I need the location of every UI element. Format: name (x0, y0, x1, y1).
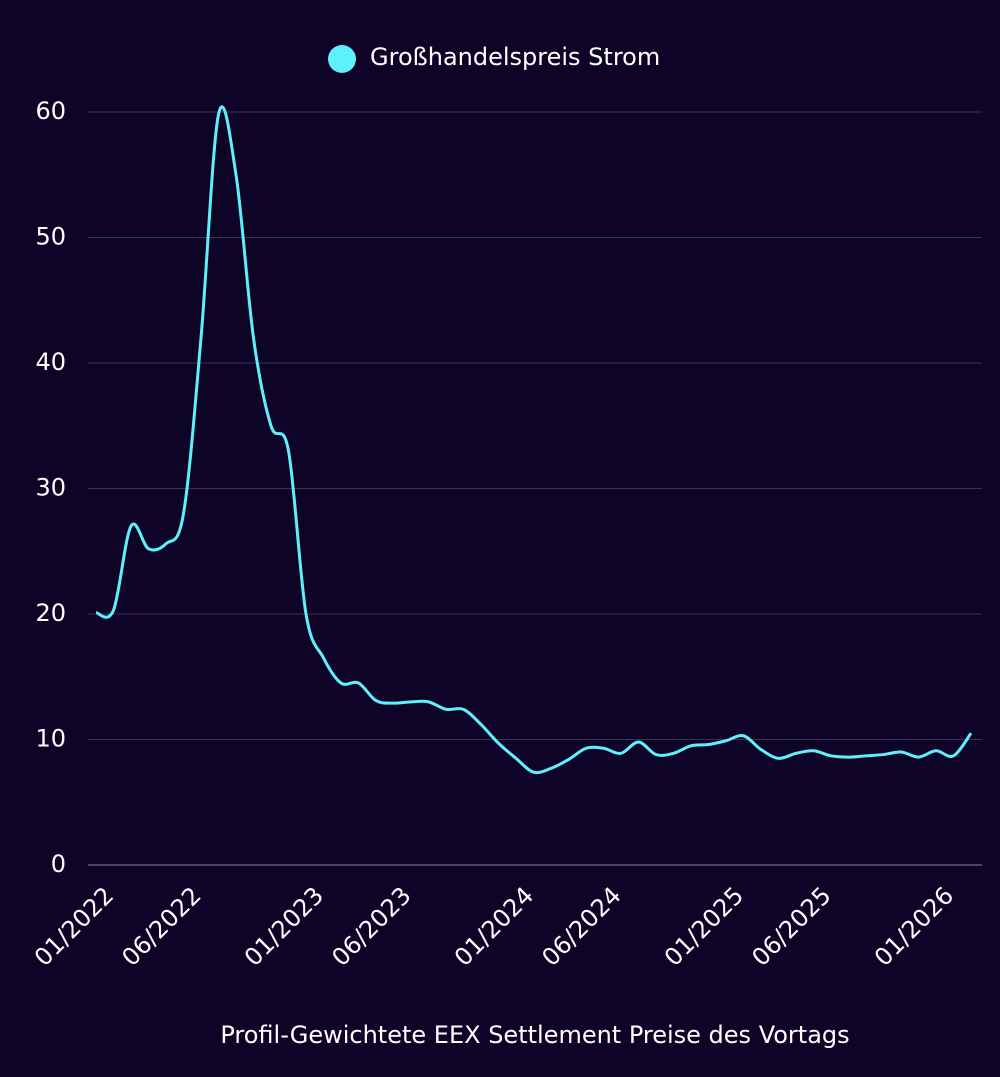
y-tick-label: 50 (35, 223, 66, 251)
line (95, 105, 973, 775)
legend-label: Großhandelspreis Strom (370, 43, 660, 71)
y-tick-label: 20 (35, 599, 66, 627)
legend-swatch (328, 45, 356, 73)
y-tick-label: 30 (35, 474, 66, 502)
y-tick-label: 10 (35, 725, 66, 753)
y-tick-label: 60 (35, 97, 66, 125)
y-tick-label: 0 (51, 850, 66, 878)
y-tick-label: 40 (35, 348, 66, 376)
x-axis-title: Profil-Gewichtete EEX Settlement Preise … (220, 1021, 849, 1049)
